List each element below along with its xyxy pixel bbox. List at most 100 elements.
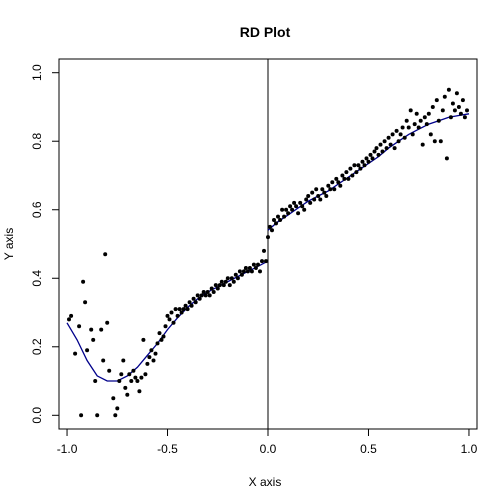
- x-tick-label: -1.0: [57, 442, 78, 456]
- data-point: [272, 218, 276, 222]
- data-point: [402, 135, 407, 140]
- data-point: [380, 149, 385, 154]
- data-point: [167, 317, 172, 322]
- data-point: [125, 392, 130, 397]
- data-point: [149, 348, 154, 353]
- data-point: [284, 207, 289, 212]
- data-point: [384, 146, 389, 151]
- data-point: [89, 327, 94, 332]
- data-point: [171, 320, 176, 325]
- data-point: [258, 269, 262, 274]
- data-point: [342, 176, 347, 181]
- data-point: [286, 211, 291, 216]
- data-point: [274, 221, 278, 226]
- data-point: [456, 105, 461, 109]
- data-point: [294, 204, 299, 209]
- data-point: [418, 118, 423, 123]
- data-point: [173, 307, 178, 312]
- data-point: [300, 204, 305, 209]
- data-point: [398, 132, 403, 137]
- data-point: [344, 170, 349, 175]
- data-point: [175, 313, 180, 318]
- x-tick-label: -0.5: [157, 442, 178, 456]
- data-point: [282, 214, 287, 219]
- data-point: [241, 269, 246, 274]
- data-point: [177, 307, 182, 312]
- y-tick-label: 0.4: [30, 270, 44, 287]
- data-point: [229, 276, 234, 281]
- data-point: [159, 337, 164, 342]
- data-point: [145, 361, 150, 366]
- data-point: [304, 197, 309, 202]
- data-point: [141, 337, 146, 342]
- data-point: [69, 313, 74, 318]
- y-tick-label: 1.0: [30, 64, 44, 81]
- y-tick-label: 0.2: [30, 338, 44, 355]
- data-point: [203, 293, 208, 298]
- y-axis-label: Y axis: [2, 228, 16, 260]
- data-point: [454, 91, 459, 96]
- data-point: [420, 142, 425, 147]
- data-point: [436, 118, 441, 123]
- data-point: [211, 290, 216, 294]
- data-point: [256, 262, 260, 267]
- data-point: [121, 358, 126, 363]
- data-point: [105, 320, 110, 325]
- data-point: [440, 108, 445, 113]
- data-point: [231, 279, 236, 284]
- data-point: [262, 248, 266, 253]
- data-point: [276, 214, 280, 219]
- data-point: [73, 351, 78, 356]
- data-point: [438, 139, 443, 144]
- data-point: [320, 187, 325, 192]
- data-point: [444, 156, 449, 161]
- data-point: [450, 101, 455, 106]
- data-point: [465, 108, 469, 113]
- data-point: [352, 163, 357, 168]
- data-point: [151, 358, 156, 363]
- data-point: [77, 324, 82, 329]
- data-point: [81, 279, 86, 284]
- data-point: [143, 372, 148, 377]
- data-point: [181, 307, 186, 312]
- data-point: [302, 207, 307, 212]
- data-point: [95, 413, 100, 418]
- data-point: [147, 355, 152, 360]
- data-point: [358, 166, 363, 171]
- data-point: [129, 379, 134, 383]
- data-point: [249, 269, 254, 274]
- data-point: [245, 269, 250, 274]
- data-point: [388, 142, 393, 147]
- data-point: [410, 132, 415, 137]
- fit-line-left: [66, 260, 269, 382]
- data-point: [338, 183, 343, 188]
- data-point: [183, 303, 188, 308]
- data-point: [163, 324, 168, 329]
- data-point: [376, 152, 381, 157]
- data-point: [414, 111, 419, 116]
- data-point: [247, 266, 252, 270]
- data-point: [400, 125, 405, 130]
- data-point: [448, 115, 453, 120]
- y-tick-label: 0.0: [30, 407, 44, 424]
- data-point: [462, 115, 467, 120]
- data-point: [123, 385, 128, 390]
- data-point: [239, 272, 244, 277]
- data-point: [370, 156, 375, 161]
- data-point: [139, 375, 144, 380]
- data-point: [458, 111, 463, 116]
- data-point: [161, 334, 166, 339]
- data-point: [372, 149, 377, 154]
- data-point: [93, 379, 98, 383]
- data-point: [278, 218, 283, 222]
- data-point: [207, 293, 212, 298]
- data-point: [187, 300, 192, 305]
- x-tick-label: 1.0: [461, 442, 478, 456]
- data-point: [197, 296, 202, 301]
- data-point: [191, 296, 196, 301]
- data-point: [334, 176, 339, 181]
- data-point: [117, 379, 122, 383]
- data-point: [288, 204, 293, 209]
- data-point: [99, 327, 104, 332]
- points-layer: [67, 87, 469, 418]
